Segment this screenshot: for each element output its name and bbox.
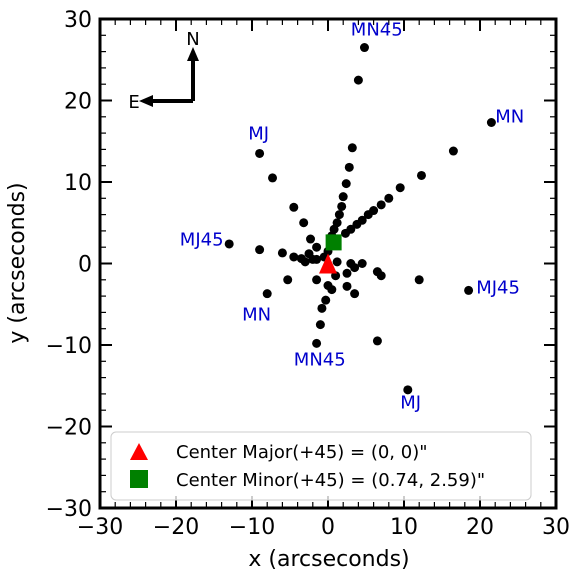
data-point xyxy=(341,179,351,189)
data-point xyxy=(363,210,373,220)
x-tick-label: −10 xyxy=(229,515,275,540)
data-point xyxy=(486,118,496,128)
y-tick-label: −30 xyxy=(46,497,92,522)
tick-labels: −30−30 −20 −20 −10 −10 0 0 10 10 20 20 30 30 xyxy=(46,8,570,540)
data-point xyxy=(414,275,424,285)
legend-box xyxy=(110,431,532,501)
data-point xyxy=(395,183,405,193)
data-point xyxy=(268,173,278,183)
annotations: MN45 MN MJ MJ45 MJ45 MN MN45 MJ xyxy=(180,19,524,413)
data-point xyxy=(347,143,357,153)
data-point xyxy=(344,162,354,172)
annotation-label: MJ45 xyxy=(180,230,224,251)
data-point xyxy=(352,219,362,229)
annotation-label: MJ xyxy=(400,393,421,414)
data-point xyxy=(350,289,360,299)
x-tick-label: 30 xyxy=(542,515,570,540)
data-point xyxy=(338,192,348,202)
y-tick-label: −10 xyxy=(46,334,92,359)
data-point xyxy=(312,254,322,264)
data-point xyxy=(350,263,360,273)
annotation-label: MN45 xyxy=(351,19,403,40)
data-point xyxy=(376,271,386,281)
annotation-label: MN45 xyxy=(294,349,346,370)
x-tick-label: 0 xyxy=(321,515,335,540)
y-tick-label: 0 xyxy=(78,253,92,278)
compass: N E xyxy=(128,29,199,113)
data-points xyxy=(224,43,496,395)
compass-east-label: E xyxy=(128,92,139,113)
annotation-label: MJ xyxy=(248,124,269,145)
data-point xyxy=(317,303,327,313)
data-point xyxy=(277,248,287,258)
data-point xyxy=(357,259,367,268)
north-arrowhead-icon xyxy=(187,47,199,61)
data-point xyxy=(384,193,394,203)
east-arrowhead-icon xyxy=(139,95,153,107)
data-point xyxy=(448,146,458,156)
legend: Center Major(+45) = (0, 0)" Center Minor… xyxy=(110,431,532,501)
data-point xyxy=(334,210,344,220)
data-point xyxy=(315,320,325,330)
data-point xyxy=(321,295,331,305)
data-point xyxy=(337,201,347,211)
data-point xyxy=(342,268,352,278)
center-minor-marker xyxy=(325,234,342,251)
data-point xyxy=(283,275,293,285)
x-tick-label: −30 xyxy=(77,515,123,540)
data-point xyxy=(312,242,322,252)
x-tick-label: 10 xyxy=(390,515,418,540)
data-point xyxy=(342,281,352,291)
y-tick-label: 30 xyxy=(64,8,92,33)
data-point xyxy=(312,338,322,348)
data-point xyxy=(289,252,299,262)
data-point xyxy=(340,228,350,238)
data-point xyxy=(372,336,382,346)
legend-triangle-icon xyxy=(130,443,148,460)
y-axis-label: y (arcseconds) xyxy=(5,182,30,343)
data-point xyxy=(353,75,363,85)
data-point xyxy=(327,285,337,295)
annotation-label: MN xyxy=(495,107,524,128)
y-tick-label: −20 xyxy=(46,416,92,441)
data-point xyxy=(262,289,272,299)
data-point xyxy=(312,275,322,285)
x-axis-label: x (arcseconds) xyxy=(248,547,409,572)
data-point xyxy=(306,234,316,244)
data-point xyxy=(464,285,474,295)
data-point xyxy=(359,43,369,53)
data-point xyxy=(416,170,426,180)
data-point xyxy=(255,148,265,158)
data-point xyxy=(299,218,309,228)
compass-north-label: N xyxy=(186,29,199,50)
y-tick-label: 10 xyxy=(64,171,92,196)
plot-frame xyxy=(98,17,558,510)
x-tick-label: 20 xyxy=(466,515,494,540)
data-point xyxy=(224,239,234,249)
legend-entry-minor: Center Minor(+45) = (0.74, 2.59)" xyxy=(176,470,485,491)
x-tick-label: −20 xyxy=(153,515,199,540)
legend-square-icon xyxy=(130,470,148,488)
y-tick-label: 20 xyxy=(64,90,92,115)
legend-entry-major: Center Major(+45) = (0, 0)" xyxy=(176,442,428,463)
annotation-label: MJ45 xyxy=(476,278,520,299)
data-point xyxy=(376,200,386,210)
center-major-marker xyxy=(319,253,337,274)
data-point xyxy=(332,257,342,267)
annotation-label: MN xyxy=(242,305,271,326)
data-point xyxy=(255,245,265,255)
data-point xyxy=(403,385,413,395)
data-point xyxy=(289,202,299,212)
data-point xyxy=(300,257,310,267)
